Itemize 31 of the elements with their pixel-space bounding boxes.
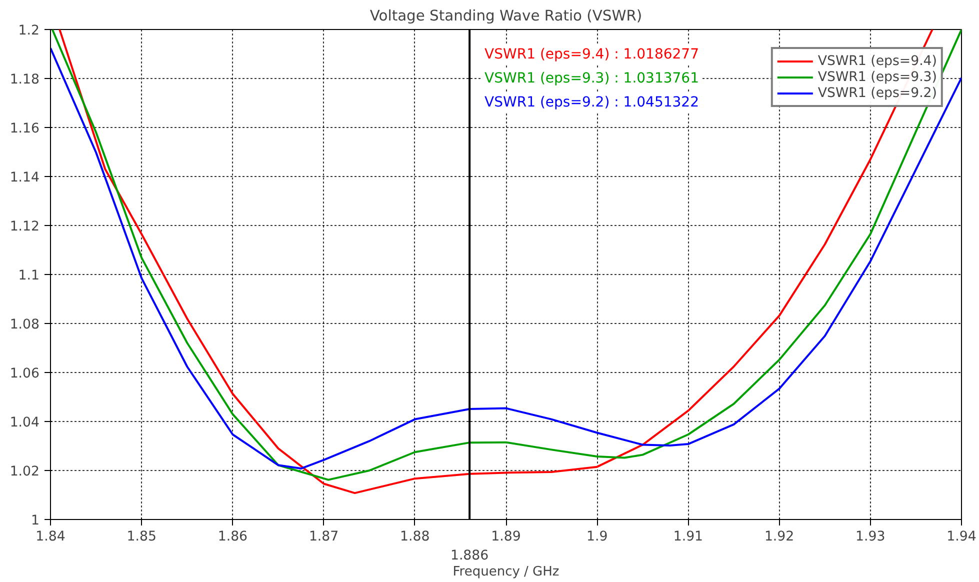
annotation: VSWR1 (eps=9.2) : 1.0451322 xyxy=(484,94,699,110)
x-tick-label: 1.89 xyxy=(491,530,521,544)
x-tick-label: 1.91 xyxy=(673,530,704,544)
x-tick-label: 1.87 xyxy=(308,530,339,544)
x-tick-label: 1.92 xyxy=(764,530,794,544)
y-tick-label: 1.08 xyxy=(10,318,40,332)
x-tick-label: 1.9 xyxy=(586,530,608,544)
y-tick-label: 1.18 xyxy=(10,72,40,88)
chart-title: Voltage Standing Wave Ratio (VSWR) xyxy=(370,8,642,24)
y-tick-label: 1.02 xyxy=(10,464,40,480)
x-tick-label: 1.86 xyxy=(218,530,248,544)
x-tick-label: 1.88 xyxy=(400,530,430,544)
legend-label: VSWR1 (eps=9.3) xyxy=(818,69,937,85)
annotation: VSWR1 (eps=9.3) : 1.0313761 xyxy=(484,70,699,86)
legend-label: VSWR1 (eps=9.2) xyxy=(818,85,937,101)
y-tick-label: 1.14 xyxy=(10,170,40,186)
x-tick-label: 1.85 xyxy=(126,530,156,544)
annotation: VSWR1 (eps=9.4) : 1.0186277 xyxy=(484,46,699,62)
legend-label: VSWR1 (eps=9.4) xyxy=(818,53,937,69)
y-tick-label: 1.1 xyxy=(18,268,40,284)
x-tick-label: 1.84 xyxy=(36,530,66,544)
y-tick-label: 1.12 xyxy=(10,220,40,234)
y-tick-label: 1 xyxy=(31,514,40,528)
ref-line-label: 1.886 xyxy=(450,548,489,564)
y-tick-label: 1.04 xyxy=(10,416,40,430)
y-tick-label: 1.2 xyxy=(18,24,40,38)
y-tick-label: 1.06 xyxy=(10,366,40,382)
x-axis-title: Frequency / GHz xyxy=(452,564,560,580)
x-tick-label: 1.93 xyxy=(856,530,886,544)
x-tick-label: 1.94 xyxy=(946,530,976,544)
y-tick-label: 1.16 xyxy=(10,122,40,136)
